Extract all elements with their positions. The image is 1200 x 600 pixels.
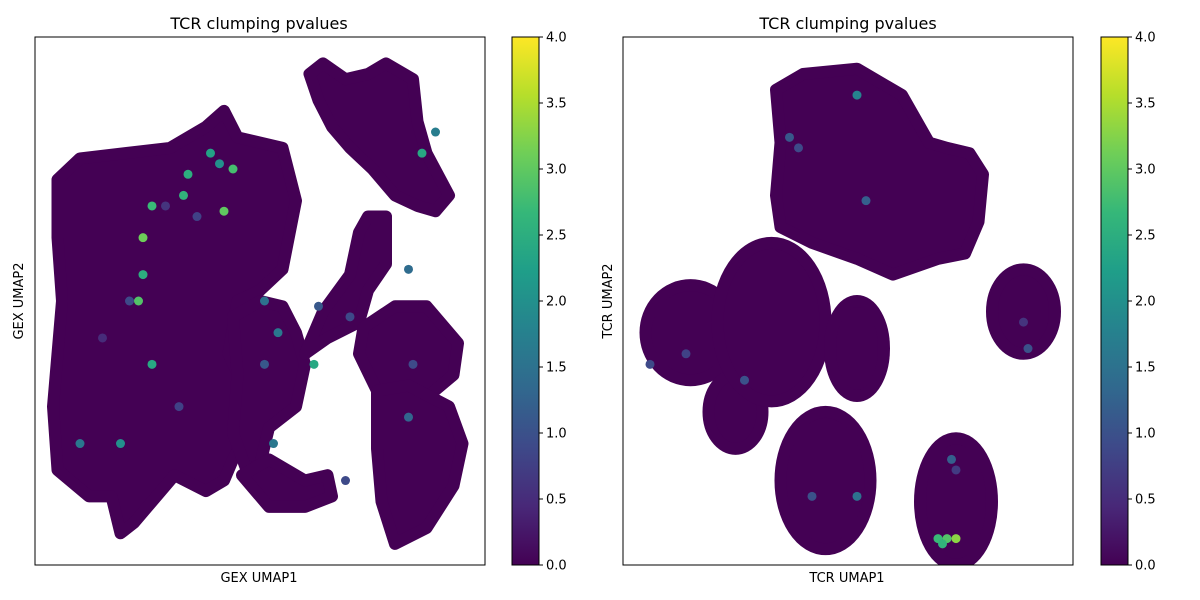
right-axes-frame: [622, 36, 1074, 566]
scatter-point-13: [125, 296, 134, 306]
colorbar-tick-label: 1.5: [1135, 361, 1156, 376]
scatter-point-7: [206, 148, 215, 158]
scatter-point-27: [404, 412, 413, 422]
colorbar-tick-label: 3.5: [1135, 97, 1156, 112]
scatter-point-14: [951, 465, 961, 475]
right-y-axis-label: TCR UMAP2: [601, 263, 616, 339]
colorbar-tick-label: 0.5: [1135, 493, 1156, 508]
scatter-point-4: [645, 359, 655, 369]
scatter-point-13: [947, 454, 956, 464]
right-plot-area: [639, 62, 1061, 565]
colorbar-tick-label: 2.0: [546, 295, 567, 310]
left-x-axis-label: GEX UMAP1: [220, 571, 297, 586]
colorbar-tick-label: 2.0: [1135, 295, 1156, 310]
scatter-point-9: [219, 206, 229, 216]
scatter-point-6: [183, 169, 193, 179]
colorbar-tick-label: 4.0: [546, 31, 567, 46]
scatter-point-30: [341, 476, 350, 486]
scatter-point-16: [1023, 344, 1033, 354]
scatter-point-21: [314, 301, 323, 311]
scatter-point-23: [404, 264, 413, 274]
colorbar-tick-label: 2.5: [1135, 229, 1156, 244]
cell-cluster-3: [303, 57, 455, 218]
scatter-point-16: [147, 359, 157, 369]
colorbar-tick-label: 3.0: [1135, 163, 1156, 178]
right-colorbar-ticks: 0.0 0.5 1.0 1.5 2.0 2.5 3.0 3.5 4.0: [1128, 31, 1156, 574]
cell-cluster-2: [236, 453, 338, 513]
scatter-point-25: [431, 127, 440, 137]
colorbar-tick-label: 1.0: [1135, 427, 1156, 442]
cell-cluster-0: [770, 62, 989, 281]
scatter-point-0: [116, 439, 125, 449]
scatter-point-3: [147, 201, 157, 211]
scatter-point-0: [852, 90, 862, 100]
left-y-axis-label: GEX UMAP2: [12, 262, 27, 339]
colorbar-tick-label: 0.0: [546, 559, 567, 574]
right-plot-title: TCR clumping pvalues: [758, 14, 936, 33]
right-panel: TCR clumping pvalues TCR UMAP1 TCR UMAP2…: [601, 14, 1156, 586]
scatter-point-15: [174, 402, 184, 412]
scatter-point-28: [75, 439, 85, 449]
scatter-point-7: [807, 491, 817, 501]
scatter-point-4: [138, 270, 148, 280]
scatter-point-1: [134, 296, 143, 306]
scatter-point-26: [408, 359, 418, 369]
scatter-point-2: [138, 233, 148, 243]
left-colorbar: 0.0 0.5 1.0 1.5 2.0 2.5 3.0 3.5 4.0: [511, 31, 567, 574]
scatter-point-8: [852, 491, 862, 501]
right-colorbar-gradient: [1101, 37, 1128, 565]
cell-cluster-4: [824, 295, 890, 403]
left-plot-title: TCR clumping pvalues: [169, 14, 347, 33]
scatter-point-3: [861, 196, 871, 206]
scatter-point-5: [681, 349, 691, 359]
scatter-point-20: [309, 359, 319, 369]
scatter-point-24: [417, 148, 427, 158]
scatter-point-11: [951, 534, 961, 544]
left-plot-area: [47, 57, 469, 550]
scatter-point-12: [161, 201, 170, 211]
scatter-point-12: [938, 539, 947, 549]
scatter-point-22: [345, 312, 355, 322]
scatter-point-10: [228, 164, 238, 174]
colorbar-tick-label: 1.5: [546, 361, 567, 376]
cell-cluster-5: [774, 405, 877, 556]
cell-cluster-6: [371, 379, 469, 550]
left-colorbar-ticks: 0.0 0.5 1.0 1.5 2.0 2.5 3.0 3.5 4.0: [539, 31, 567, 574]
left-colorbar-gradient: [512, 37, 539, 565]
colorbar-tick-label: 4.0: [1135, 31, 1156, 46]
colorbar-tick-label: 3.5: [546, 97, 567, 112]
right-x-axis-label: TCR UMAP1: [808, 571, 884, 586]
cell-cluster-5: [353, 300, 464, 408]
right-points: [645, 90, 1033, 549]
scatter-point-5: [179, 190, 188, 200]
colorbar-tick-label: 0.0: [1135, 559, 1156, 574]
left-points: [75, 127, 440, 486]
scatter-point-1: [785, 132, 794, 142]
cell-cluster-6: [914, 432, 998, 565]
scatter-point-11: [192, 212, 202, 222]
scatter-point-18: [273, 328, 283, 338]
left-axes-frame: [34, 36, 486, 566]
scatter-point-19: [260, 359, 269, 369]
cell-cluster-3: [711, 236, 832, 408]
cell-cluster-7: [986, 263, 1061, 360]
scatter-point-29: [269, 439, 278, 449]
left-panel: TCR clumping pvalues GEX UMAP1 GEX UMAP2…: [12, 14, 567, 586]
colorbar-tick-label: 1.0: [546, 427, 567, 442]
left-clusters: [47, 57, 469, 550]
colorbar-tick-label: 3.0: [546, 163, 567, 178]
scatter-point-6: [740, 375, 749, 385]
scatter-point-15: [1019, 317, 1028, 327]
scatter-point-8: [215, 159, 224, 169]
colorbar-tick-label: 2.5: [546, 229, 567, 244]
right-clusters: [639, 62, 1061, 565]
scatter-point-2: [794, 143, 803, 153]
scatter-point-17: [260, 296, 269, 306]
cell-cluster-4: [299, 210, 392, 360]
colorbar-tick-label: 0.5: [546, 493, 567, 508]
cell-cluster-1: [227, 295, 311, 476]
scatter-point-14: [98, 333, 107, 343]
right-colorbar: 0.0 0.5 1.0 1.5 2.0 2.5 3.0 3.5 4.0: [1100, 31, 1156, 574]
